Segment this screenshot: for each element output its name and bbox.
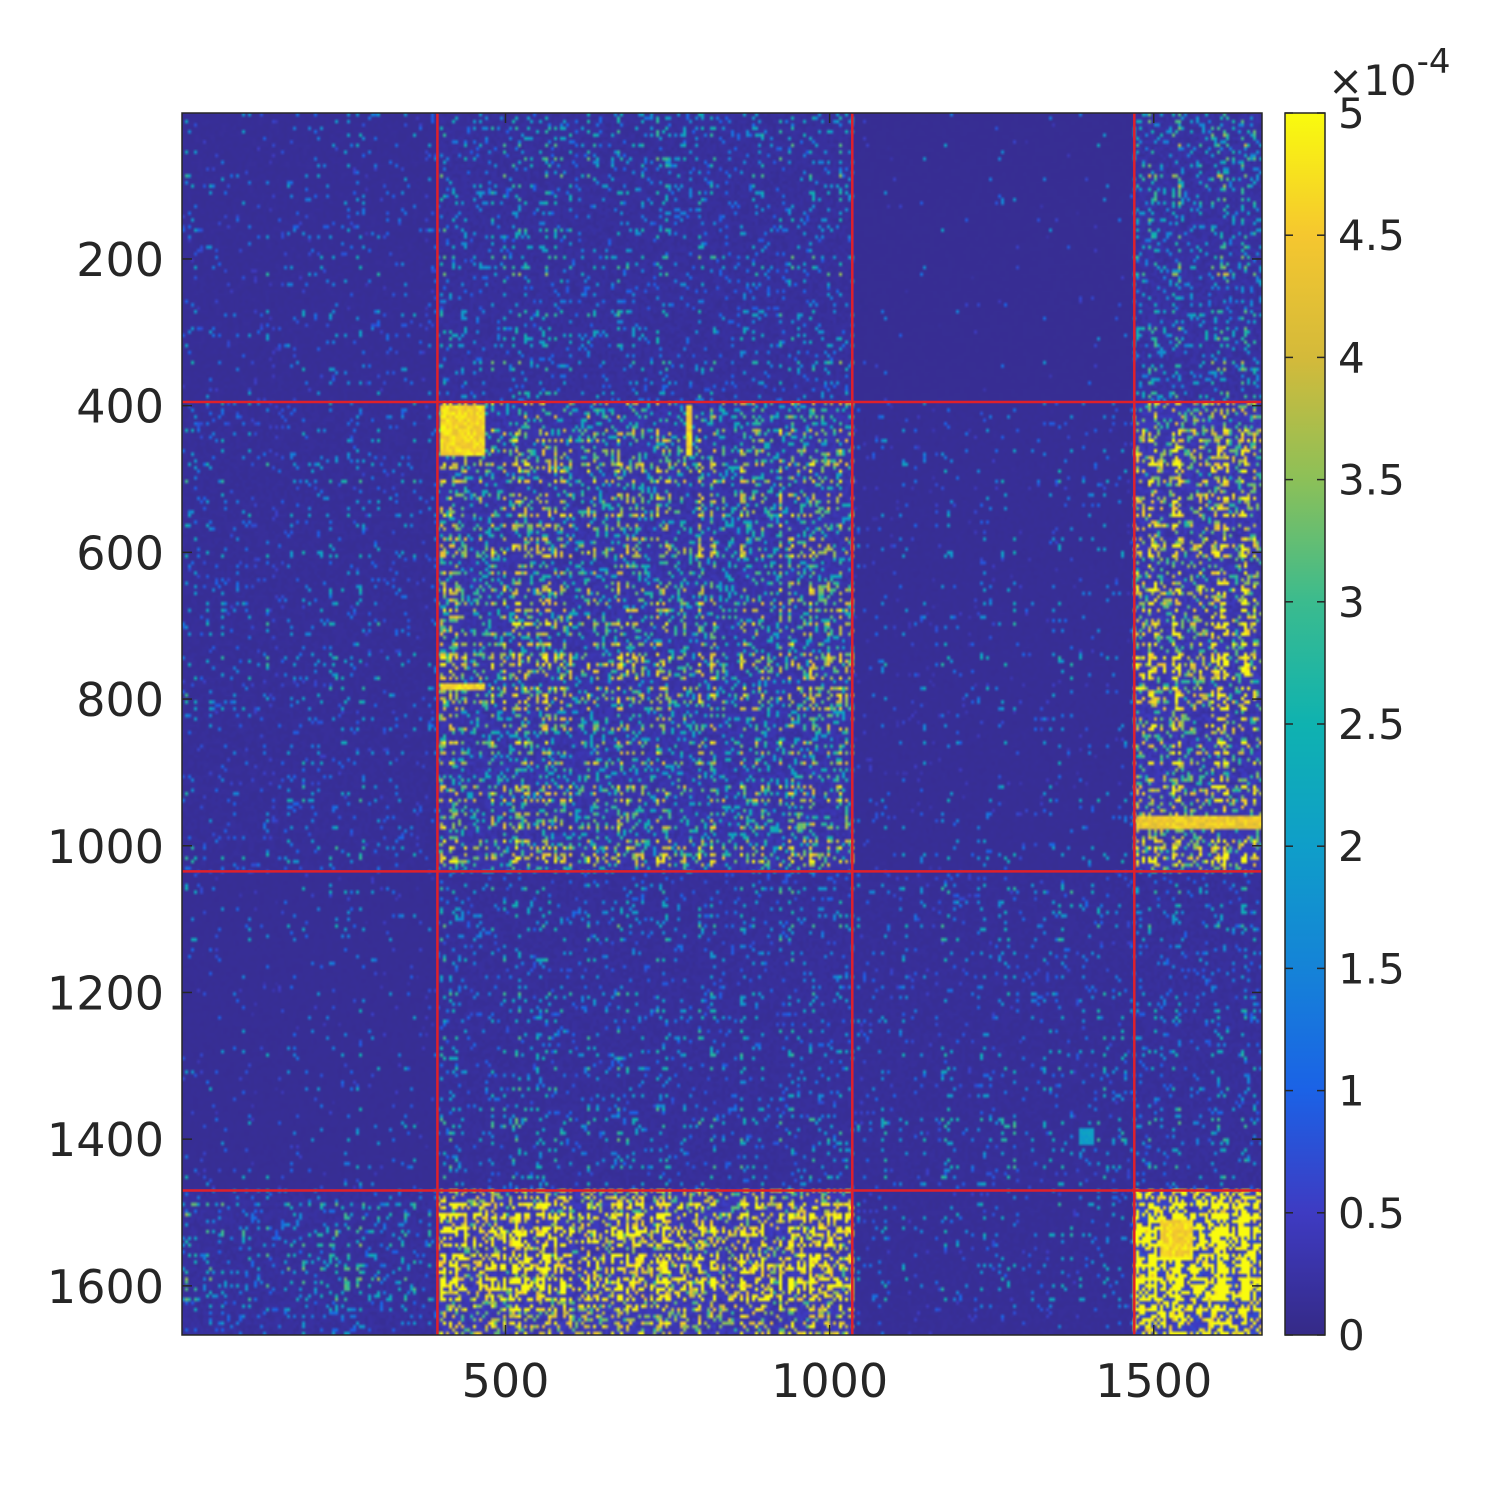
y-tick-label: 600 — [76, 526, 164, 580]
y-tick-label: 1400 — [47, 1113, 164, 1167]
colorbar-tick-label: 0.5 — [1338, 1189, 1405, 1238]
colorbar-tick-label: 4 — [1338, 333, 1365, 382]
x-tick-label: 1000 — [771, 1354, 888, 1408]
colorbar-tick-label: 2.5 — [1338, 700, 1405, 749]
y-tick-label: 200 — [76, 233, 164, 287]
y-tick-label: 1000 — [47, 820, 164, 874]
y-axis: 200 400 600 800 1000 1200 1400 1600 — [47, 233, 1262, 1314]
colorbar-tick-label: 3.5 — [1338, 456, 1405, 505]
colorbar-exponent-power: -4 — [1417, 42, 1451, 82]
block-boundary-lines — [182, 113, 1262, 1335]
colorbar-tick-label: 4.5 — [1338, 211, 1405, 260]
colorbar-tick-label: 3 — [1338, 578, 1365, 627]
y-tick-label: 1600 — [47, 1260, 164, 1314]
colorbar-tick-label: 5 — [1338, 89, 1365, 138]
colorbar-tick-label: 0 — [1338, 1311, 1365, 1360]
x-axis: 500 1000 1500 — [462, 113, 1212, 1408]
x-tick-label: 1500 — [1095, 1354, 1212, 1408]
colorbar-ticks: 0 0.5 1 1.5 2 2.5 3 3.5 4 4.5 5 — [1285, 89, 1405, 1360]
y-tick-label: 800 — [76, 673, 164, 727]
plot-area — [181, 112, 1263, 1336]
y-tick-label: 400 — [76, 380, 164, 434]
colorbar-tick-label: 2 — [1338, 822, 1365, 871]
heatmap-image — [182, 113, 1262, 1335]
colorbar-exponent-label: ×10-4 — [1328, 42, 1451, 105]
colorbar-tick-label: 1 — [1338, 1067, 1365, 1116]
plot-frame — [181, 112, 1263, 1336]
colorbar: 0 0.5 1 1.5 2 2.5 3 3.5 4 4.5 5 ×10-4 — [1284, 42, 1451, 1360]
y-tick-label: 1200 — [47, 966, 164, 1020]
x-tick-label: 500 — [462, 1354, 550, 1408]
colorbar-tick-label: 1.5 — [1338, 944, 1405, 993]
